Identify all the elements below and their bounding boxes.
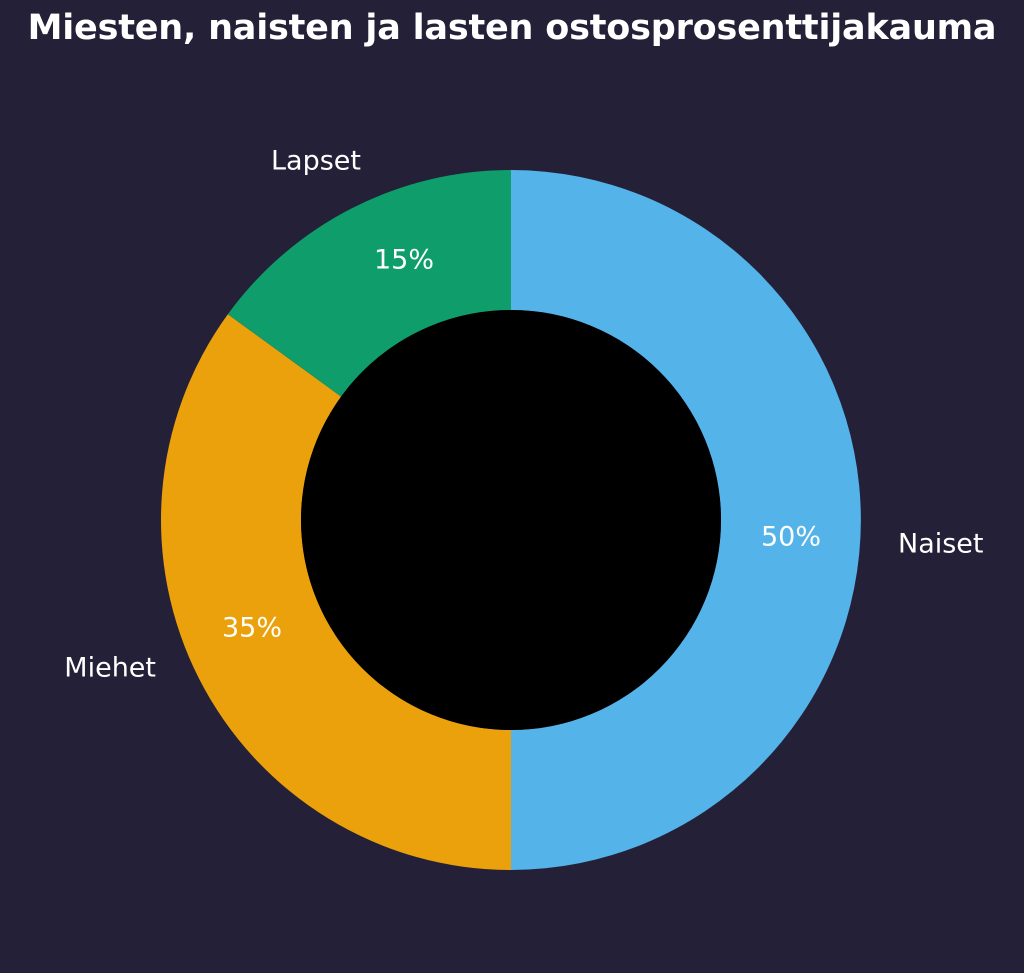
slice-percent-label-lapset: 15% (374, 245, 434, 276)
donut-slices-group (161, 170, 861, 870)
donut-labels-group: 50% Naiset 35% Miehet 15% Lapset (64, 146, 983, 684)
donut-slice-naiset[interactable] (511, 170, 861, 870)
slice-category-label-naiset: Naiset (898, 529, 984, 560)
donut-slice-lapset[interactable] (227, 170, 511, 397)
slice-percent-label-miehet: 35% (222, 613, 282, 644)
donut-slice-miehet[interactable] (161, 314, 512, 870)
slice-percent-label-naiset: 50% (761, 522, 821, 553)
slice-category-label-lapset: Lapset (271, 146, 361, 177)
donut-center-hole (301, 310, 721, 730)
page-title: Miesten, naisten ja lasten ostosprosentt… (27, 8, 997, 48)
slice-category-label-miehet: Miehet (64, 653, 156, 684)
